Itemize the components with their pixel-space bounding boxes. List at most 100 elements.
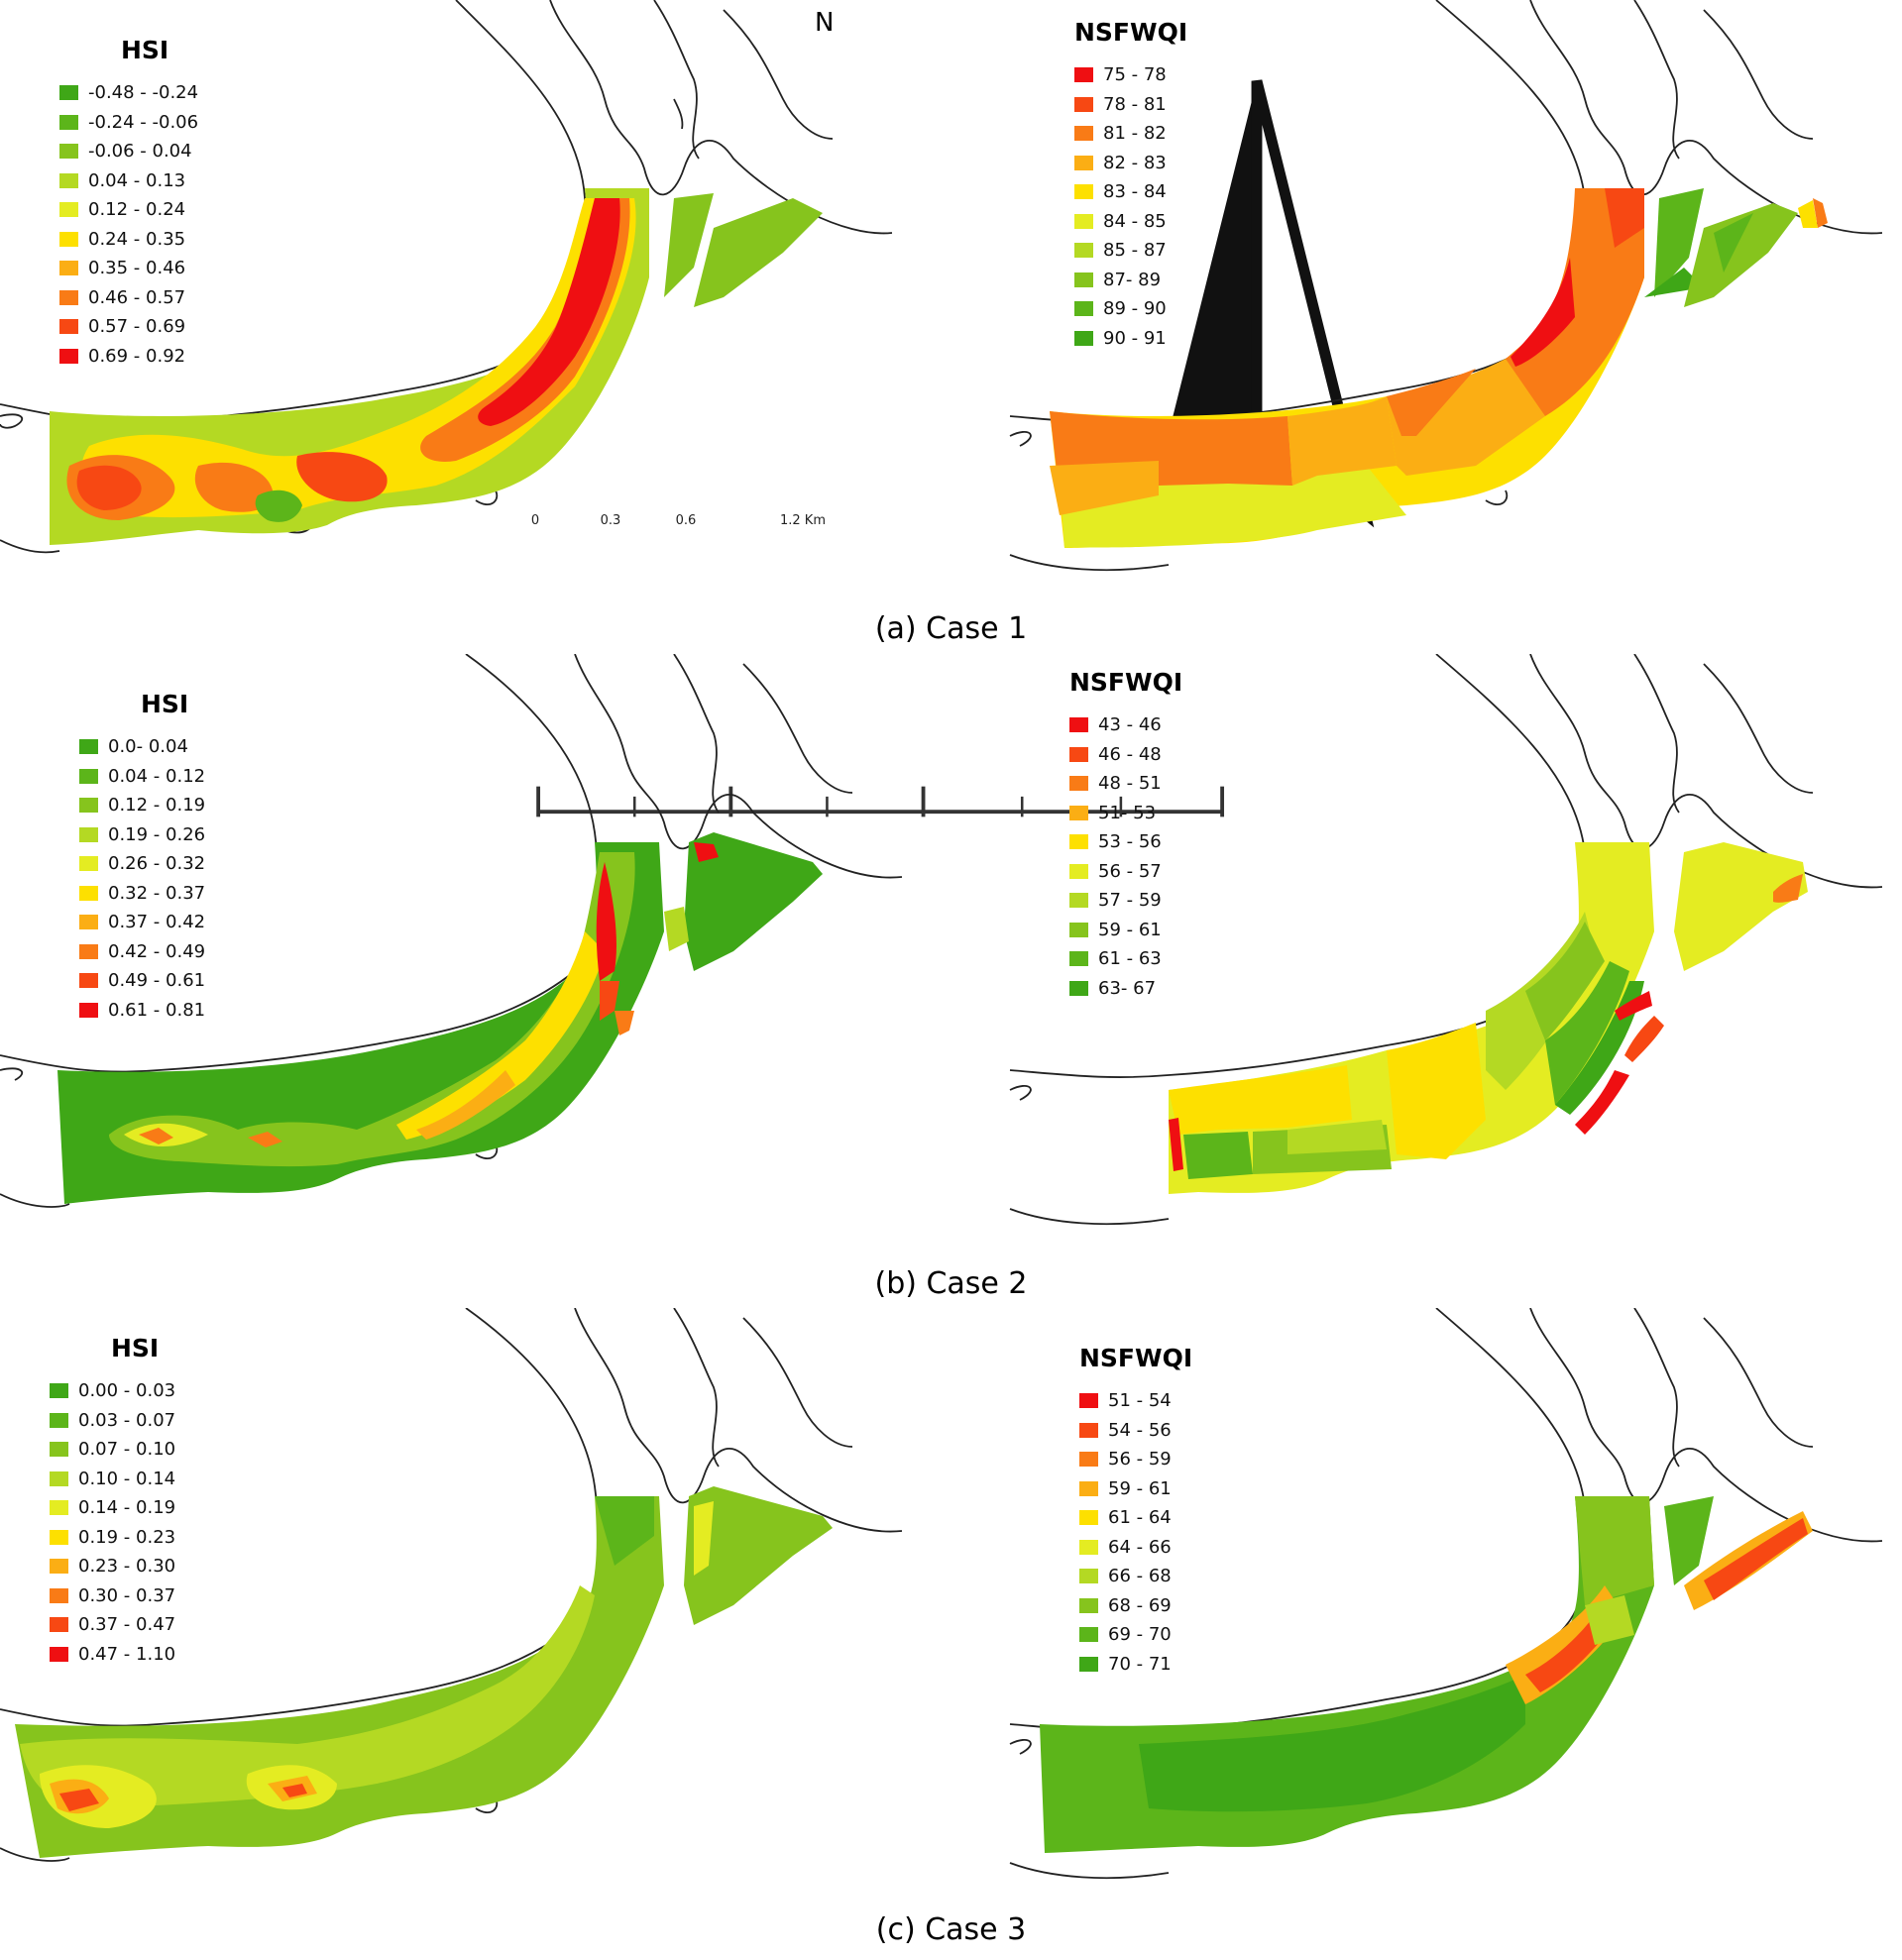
scale-tick-label: 0.3 <box>600 513 621 528</box>
legend-label: 0.69 - 0.92 <box>88 345 186 367</box>
legend-title: HSI <box>141 690 189 718</box>
scale-bar-line <box>536 786 1225 817</box>
hsi-legend: HSI -0.48 - -0.24 -0.24 - -0.06 -0.06 - 0.… <box>59 36 198 371</box>
legend-swatch <box>1069 717 1088 733</box>
legend-swatch <box>1079 1393 1098 1409</box>
legend-item: -0.48 - -0.24 <box>59 78 198 108</box>
legend-label: 0.46 - 0.57 <box>88 286 186 308</box>
legend-item: 51 - 54 <box>1079 1386 1192 1416</box>
legend-label: 64 - 66 <box>1108 1536 1172 1558</box>
legend-label: -0.06 - 0.04 <box>88 141 192 163</box>
legend-swatch <box>1074 272 1093 287</box>
legend-label: 0.23 - 0.30 <box>78 1556 176 1578</box>
north-arrow: N <box>801 8 1375 528</box>
legend-title: NSFWQI <box>1079 1344 1193 1372</box>
legend-swatch <box>59 348 78 364</box>
legend-swatch <box>1079 1656 1098 1672</box>
legend-label: -0.48 - -0.24 <box>88 82 199 104</box>
legend-item: 89 - 90 <box>1074 294 1187 324</box>
legend-title: NSFWQI <box>1069 668 1183 697</box>
legend-swatch <box>1079 1480 1098 1496</box>
legend-swatch <box>1074 126 1093 142</box>
legend-label: 0.00 - 0.03 <box>78 1380 176 1402</box>
legend-swatch <box>59 289 78 305</box>
legend-label: 0.12 - 0.24 <box>88 199 186 221</box>
legend-item: 68 - 69 <box>1079 1591 1192 1621</box>
legend-label: 56 - 57 <box>1098 860 1162 882</box>
hsi-map-svg <box>0 1308 903 1862</box>
legend-swatch <box>1074 184 1093 200</box>
hsi-legend: HSI 0.0- 0.04 0.04 - 0.12 0.12 - 0.19 0.19 … <box>79 690 205 1025</box>
legend-label: 0.57 - 0.69 <box>88 316 186 338</box>
legend-label: 0.19 - 0.23 <box>78 1526 176 1548</box>
legend-swatch <box>1079 1627 1098 1643</box>
legend-item: 0.37 - 0.42 <box>79 908 205 937</box>
legend-list: 43 - 46 46 - 48 48 - 51 51- 53 53 - 56 56 - 5… <box>1069 710 1182 1003</box>
legend-swatch <box>1069 922 1088 937</box>
legend-swatch <box>50 1412 68 1428</box>
legend-swatch <box>1074 330 1093 346</box>
legend-list: 0.00 - 0.03 0.03 - 0.07 0.07 - 0.10 0.10 - … <box>50 1376 175 1669</box>
legend-swatch <box>1079 1569 1098 1584</box>
legend-item: 84 - 85 <box>1074 207 1187 237</box>
legend-label: 0.12 - 0.19 <box>108 795 206 817</box>
legend-swatch <box>1079 1422 1098 1438</box>
legend-item: -0.24 - -0.06 <box>59 108 198 138</box>
legend-label: 48 - 51 <box>1098 773 1162 795</box>
legend-label: 0.0- 0.04 <box>108 736 188 758</box>
legend-item: 0.42 - 0.49 <box>79 937 205 967</box>
legend-item: 64 - 66 <box>1079 1533 1192 1563</box>
legend-label: 59 - 61 <box>1108 1477 1172 1499</box>
hsi-map: HSI -0.48 - -0.24 -0.24 - -0.06 -0.06 - 0.… <box>0 0 1375 817</box>
legend-swatch <box>50 1646 68 1662</box>
legend-item: 0.69 - 0.92 <box>59 342 198 372</box>
legend-item: 90 - 91 <box>1074 324 1187 354</box>
legend-item: 69 - 70 <box>1079 1620 1192 1650</box>
legend-swatch <box>59 261 78 276</box>
legend-swatch <box>1069 834 1088 850</box>
legend-label: 59 - 61 <box>1098 919 1162 940</box>
legend-swatch <box>79 973 98 989</box>
legend-item: 61 - 63 <box>1069 944 1182 974</box>
legend-label: 85 - 87 <box>1103 240 1167 262</box>
legend-swatch <box>79 943 98 959</box>
legend-label: 0.14 - 0.19 <box>78 1497 176 1519</box>
hsi-map: HSI 0.00 - 0.03 0.03 - 0.07 0.07 - 0.10 0.1… <box>0 1308 912 1903</box>
legend-label: -0.24 - -0.06 <box>88 111 199 133</box>
legend-swatch <box>59 114 78 130</box>
legend-label: 0.30 - 0.37 <box>78 1584 176 1606</box>
legend-label: 75 - 78 <box>1103 64 1167 86</box>
legend-swatch <box>79 739 98 755</box>
legend-list: 51 - 54 54 - 56 56 - 59 59 - 61 61 - 64 64 - … <box>1079 1386 1192 1679</box>
legend-swatch <box>50 1617 68 1633</box>
legend-list: 0.0- 0.04 0.04 - 0.12 0.12 - 0.19 0.19 - 0.… <box>79 732 205 1025</box>
legend-item: 0.26 - 0.32 <box>79 849 205 879</box>
nsfwqi-legend: NSFWQI 51 - 54 54 - 56 56 - 59 59 - 61 61 - … <box>1079 1344 1192 1679</box>
legend-item: 0.00 - 0.03 <box>50 1376 175 1406</box>
legend-label: 84 - 85 <box>1103 210 1167 232</box>
legend-label: 81 - 82 <box>1103 123 1167 145</box>
legend-swatch <box>50 1559 68 1575</box>
legend-list: -0.48 - -0.24 -0.24 - -0.06 -0.06 - 0.04 0.… <box>59 78 198 371</box>
nsfwqi-legend: NSFWQI 75 - 78 78 - 81 81 - 82 82 - 83 83 - … <box>1074 18 1187 353</box>
legend-swatch <box>50 1442 68 1458</box>
nsfwqi-map-svg <box>1009 1308 1883 1880</box>
legend-item: 0.10 - 0.14 <box>50 1465 175 1494</box>
legend-title: HSI <box>121 36 169 64</box>
legend-label: 78 - 81 <box>1103 93 1167 115</box>
legend-label: 51 - 54 <box>1108 1390 1172 1412</box>
legend-label: 90 - 91 <box>1103 327 1167 349</box>
legend-label: 0.03 - 0.07 <box>78 1409 176 1431</box>
legend-item: 51- 53 <box>1069 799 1182 828</box>
hsi-map-svg <box>0 654 903 1208</box>
legend-label: 69 - 70 <box>1108 1624 1172 1646</box>
legend-swatch <box>50 1529 68 1545</box>
legend-label: 54 - 56 <box>1108 1419 1172 1441</box>
legend-label: 82 - 83 <box>1103 152 1167 173</box>
legend-label: 87- 89 <box>1103 269 1162 290</box>
legend-swatch <box>1074 96 1093 112</box>
legend-swatch <box>1079 1510 1098 1526</box>
legend-item: 0.0- 0.04 <box>79 732 205 762</box>
legend-item: 53 - 56 <box>1069 827 1182 857</box>
scale-bar: 0 0.3 0.6 1.2 Km <box>531 513 1225 817</box>
